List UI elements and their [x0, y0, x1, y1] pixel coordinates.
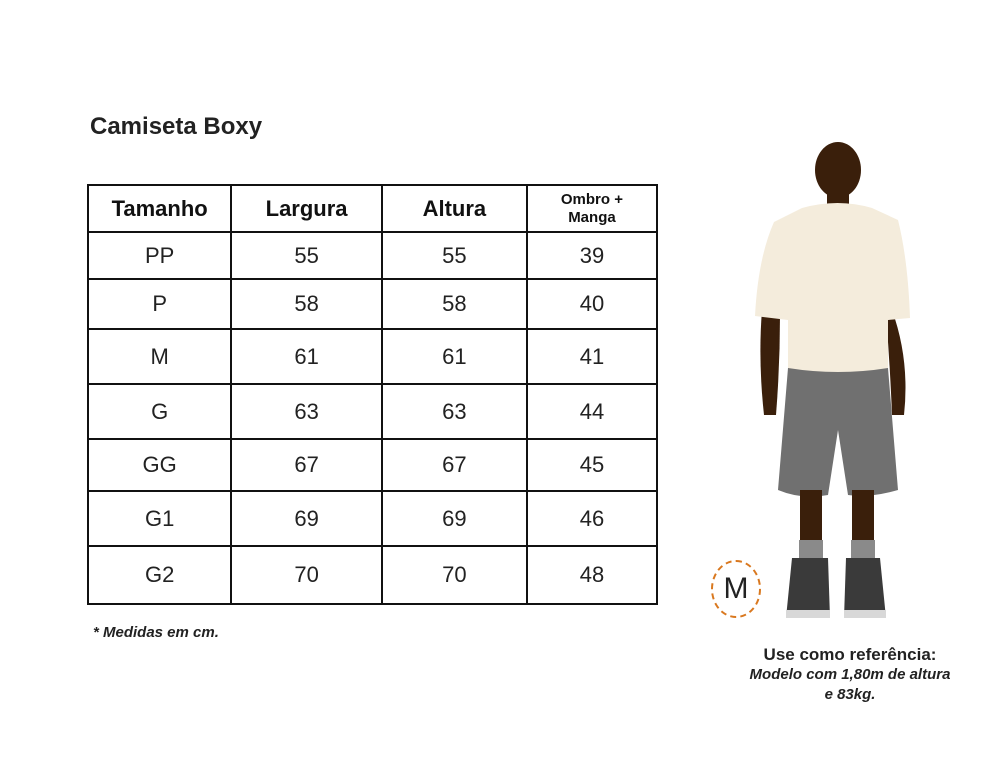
table-cell: 69: [380, 490, 528, 547]
model-head: [815, 142, 861, 198]
table-cell: 58: [380, 278, 528, 330]
table-cell: GG: [86, 438, 233, 492]
table-cell: 55: [380, 231, 528, 280]
model-right-shoe: [844, 558, 886, 618]
model-right-arm: [886, 310, 906, 415]
table-cell: 48: [525, 545, 659, 605]
size-table: Tamanho Largura Altura Ombro + Manga PP 5…: [86, 184, 659, 605]
table-row: G 63 63 44: [86, 383, 659, 440]
header-largura: Largura: [230, 184, 383, 233]
header-ombro-manga: Ombro + Manga: [525, 184, 659, 233]
table-cell: PP: [86, 231, 233, 280]
model-left-arm: [760, 310, 780, 415]
table-cell: 63: [380, 383, 528, 440]
reference-line-2: e 83kg.: [824, 686, 876, 703]
model-right-sole: [844, 610, 886, 618]
model-shorts: [778, 368, 898, 497]
table-cell: G: [86, 383, 233, 440]
table-row: PP 55 55 39: [86, 231, 659, 280]
page-title: Camiseta Boxy: [90, 113, 263, 140]
table-cell: 41: [525, 328, 659, 385]
table-row: M 61 61 41: [86, 328, 659, 385]
table-cell: 44: [525, 383, 659, 440]
table-cell: 40: [525, 278, 659, 330]
header-altura: Altura: [380, 184, 528, 233]
reference-title: Use como referência:: [763, 645, 937, 664]
model-left-sock: [799, 540, 823, 562]
model-right-sock: [851, 540, 875, 562]
size-badge: M: [711, 560, 761, 618]
table-cell: M: [86, 328, 233, 385]
table-row: GG 67 67 45: [86, 438, 659, 492]
table-header-row: Tamanho Largura Altura Ombro + Manga: [86, 184, 659, 233]
table-cell: 39: [525, 231, 659, 280]
table-cell: 69: [230, 490, 383, 547]
table-cell: 45: [525, 438, 659, 492]
measurement-note: * Medidas em cm.: [93, 624, 219, 641]
table-cell: 67: [230, 438, 383, 492]
model-left-shoe: [786, 558, 830, 618]
table-cell: 61: [380, 328, 528, 385]
table-cell: P: [86, 278, 233, 330]
model-figure: [755, 142, 910, 618]
table-row: G1 69 69 46: [86, 490, 659, 547]
table-cell: 63: [230, 383, 383, 440]
table-cell: 55: [230, 231, 383, 280]
table-cell: 46: [525, 490, 659, 547]
table-cell: G2: [86, 545, 233, 605]
reference-body: Modelo com 1,80m de altura e 83kg.: [725, 665, 975, 705]
table-cell: 61: [230, 328, 383, 385]
header-tamanho: Tamanho: [86, 184, 233, 233]
model-left-sole: [786, 610, 830, 618]
table-row: G2 70 70 48: [86, 545, 659, 605]
table-cell: 58: [230, 278, 383, 330]
table-cell: 67: [380, 438, 528, 492]
table-cell: 70: [230, 545, 383, 605]
table-row: P 58 58 40: [86, 278, 659, 330]
table-cell: G1: [86, 490, 233, 547]
reference-line-1: Modelo com 1,80m de altura: [749, 666, 951, 683]
table-cell: 70: [380, 545, 528, 605]
model-shirt: [755, 203, 910, 379]
